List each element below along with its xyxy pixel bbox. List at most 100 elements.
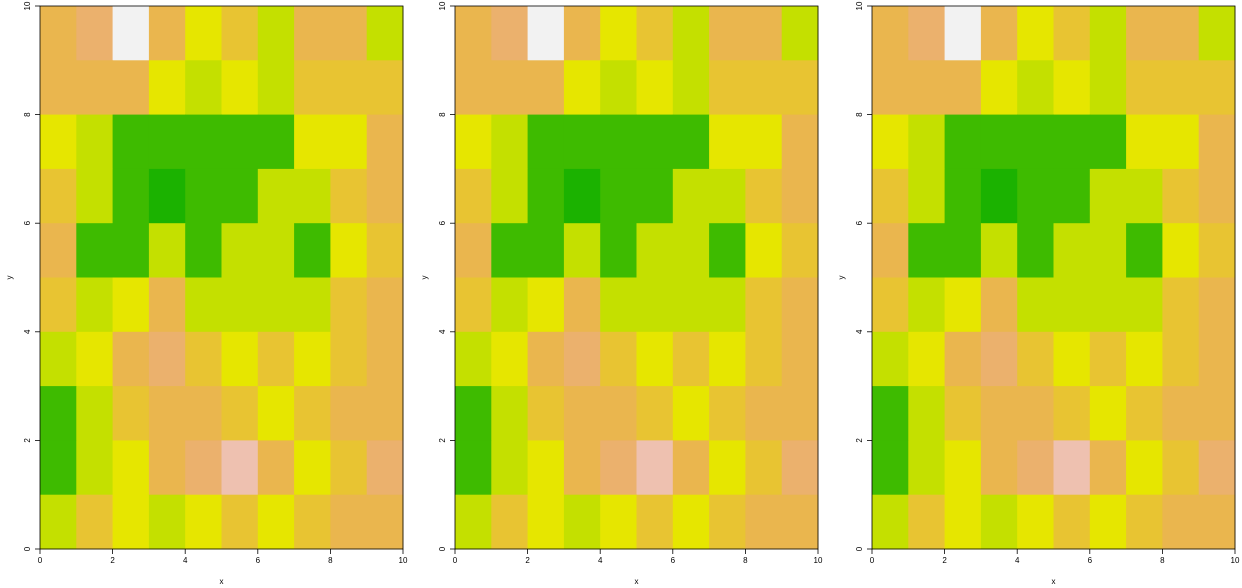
raster-cell (257, 440, 295, 496)
raster-cell (455, 168, 492, 224)
raster-cell (366, 168, 404, 224)
raster-cell (600, 60, 637, 116)
raster-cell (709, 440, 746, 496)
raster-cell (40, 494, 77, 550)
raster-cell (257, 114, 295, 170)
raster-cell (872, 114, 909, 170)
raster-cell (294, 494, 331, 550)
raster-cell (1162, 60, 1200, 116)
raster-cell (908, 114, 946, 170)
x-axis-label: x (220, 577, 224, 586)
raster-cell (944, 168, 982, 224)
raster-cell (1162, 277, 1200, 333)
raster-cell (76, 277, 114, 333)
raster-cell (221, 331, 259, 387)
x-tick-label: 6 (256, 556, 261, 565)
raster-cell (1017, 386, 1054, 441)
raster-cell (1198, 168, 1236, 224)
raster-cell (491, 114, 529, 170)
raster-cell (1198, 114, 1236, 170)
raster-cell (455, 60, 492, 116)
raster-cell (330, 60, 368, 116)
raster-cell (745, 331, 783, 387)
raster-cell (491, 168, 529, 224)
raster-cell (1017, 494, 1054, 550)
raster-cell (148, 6, 186, 61)
raster-cell (221, 386, 259, 441)
raster-cell (636, 386, 674, 441)
raster-cell (1126, 277, 1163, 333)
raster-cell (781, 386, 819, 441)
y-tick-label: 10 (438, 1, 447, 10)
x-tick-label: 10 (1231, 556, 1240, 565)
raster-cell (294, 386, 331, 441)
raster-cell (1162, 494, 1200, 550)
raster-cell (1053, 168, 1091, 224)
plot-frame (454, 5, 819, 550)
raster-cell (1126, 331, 1163, 387)
raster-cell (980, 277, 1018, 333)
raster-cell (491, 223, 529, 278)
raster-cell (745, 494, 783, 550)
raster-cell (221, 494, 259, 550)
raster-cell (1126, 6, 1163, 61)
raster-cell (1126, 114, 1163, 170)
x-tick-label: 4 (183, 556, 188, 565)
raster-cell (1198, 60, 1236, 116)
raster-cell (745, 168, 783, 224)
plot-frame (871, 5, 1236, 550)
raster-cell (1162, 386, 1200, 441)
raster-cell (294, 277, 331, 333)
raster-cell (294, 6, 331, 61)
raster-cell (563, 114, 601, 170)
raster-cell (600, 114, 637, 170)
raster-cell (636, 277, 674, 333)
raster-cell (366, 440, 404, 496)
raster-cell (366, 331, 404, 387)
raster-cell (76, 114, 114, 170)
x-tick-label: 6 (1088, 556, 1093, 565)
x-tick-label: 0 (38, 556, 43, 565)
raster-cell (1053, 440, 1091, 496)
raster-cell (1089, 277, 1127, 333)
raster-cell (781, 223, 819, 278)
y-axis-label: y (420, 276, 429, 280)
raster-cell (563, 168, 601, 224)
raster-cell (600, 494, 637, 550)
raster-cell (781, 494, 819, 550)
raster-cell (148, 386, 186, 441)
raster-cell (112, 440, 150, 496)
raster-cell (112, 277, 150, 333)
raster-cell (980, 114, 1018, 170)
raster-cell (745, 223, 783, 278)
raster-cell (872, 494, 909, 550)
raster-cell (980, 223, 1018, 278)
x-tick-label: 10 (399, 556, 408, 565)
raster-cell (980, 168, 1018, 224)
raster-cell (366, 494, 404, 550)
raster-cell (980, 331, 1018, 387)
raster-cell (563, 331, 601, 387)
y-tick-label: 2 (855, 438, 864, 443)
raster-cell (185, 168, 222, 224)
raster-cell (872, 277, 909, 333)
raster-plot: 0 2 4 6 8 10 0 2 4 6 8 10 x y (420, 1, 823, 586)
raster-cell (491, 440, 529, 496)
raster-cell (636, 223, 674, 278)
raster-cell (563, 6, 601, 61)
raster-cell (908, 60, 946, 116)
raster-cell (1017, 60, 1054, 116)
raster-cell (1162, 168, 1200, 224)
raster-cell (1198, 331, 1236, 387)
raster-cell (563, 223, 601, 278)
raster-cell (944, 223, 982, 278)
y-tick-label: 8 (855, 112, 864, 117)
raster-cell (600, 440, 637, 496)
raster-cell (781, 168, 819, 224)
y-tick-label: 0 (23, 546, 32, 551)
raster-cell (221, 168, 259, 224)
raster-cell (527, 6, 565, 61)
raster-cell (221, 6, 259, 61)
raster-cell (148, 277, 186, 333)
